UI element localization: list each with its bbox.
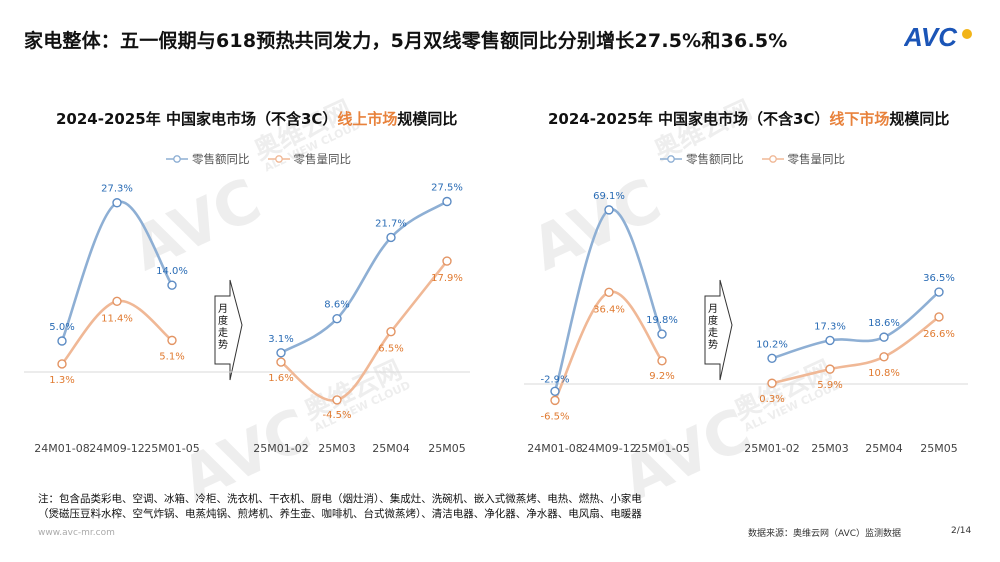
data-point-amount — [550, 386, 560, 397]
data-label-volume: -6.5% — [540, 411, 569, 422]
data-label-volume: 6.5% — [378, 344, 403, 355]
legend-item-amount: 零售额同比 — [166, 151, 250, 167]
legend-online: 零售额同比 零售量同比 — [166, 151, 351, 167]
x-tick-label: 24M09-12 — [581, 442, 636, 455]
data-label-volume: 9.2% — [649, 371, 674, 382]
chart-title-online: 2024-2025年 中国家电市场（不含3C）线上市场规模同比 — [56, 110, 458, 128]
data-label-amount: -2.9% — [540, 374, 569, 385]
data-point-volume — [657, 356, 667, 366]
data-label-volume: 1.3% — [49, 375, 74, 386]
data-label-amount: 3.1% — [268, 334, 293, 345]
data-point-volume — [604, 287, 614, 297]
data-point-volume — [767, 378, 777, 388]
series-line-volume — [60, 300, 174, 366]
trend-arrow-label: 月度走势 — [708, 303, 718, 351]
series-line-amount — [770, 290, 941, 360]
footnote: 注：包含品类彩电、空调、冰箱、冷柜、洗衣机、干衣机、厨电（烟灶消）、集成灶、洗碗… — [38, 492, 698, 522]
data-label-amount: 27.3% — [101, 184, 133, 195]
website-url: www.avc-mr.com — [38, 528, 115, 538]
legend-item-amount: 零售额同比 — [660, 151, 744, 167]
data-point-volume — [386, 327, 396, 337]
x-tick-label: 25M01-05 — [634, 442, 689, 455]
x-tick-label: 25M01-02 — [744, 442, 799, 455]
x-tick-label: 25M05 — [920, 442, 958, 455]
series-line-amount — [553, 208, 664, 393]
data-point-amount — [386, 232, 396, 243]
data-label-amount: 27.5% — [431, 183, 463, 194]
data-label-amount: 17.3% — [814, 321, 846, 332]
page-title: 家电整体：五一假期与618预热共同发力，5月双线零售额同比分别增长27.5%和3… — [24, 30, 788, 52]
x-tick-label: 25M04 — [372, 442, 410, 455]
data-point-volume — [550, 395, 560, 406]
data-source: 数据来源：奥维云网（AVC）监测数据 — [748, 529, 902, 539]
data-label-volume: -4.5% — [322, 410, 351, 421]
page-number: 2/14 — [951, 526, 972, 536]
data-label-volume: 36.4% — [593, 304, 625, 315]
data-label-volume: 1.6% — [268, 373, 293, 384]
legend-offline: 零售额同比 零售量同比 — [660, 151, 845, 167]
data-point-volume — [934, 312, 944, 322]
data-point-amount — [442, 196, 452, 207]
data-point-volume — [167, 335, 177, 346]
data-point-amount — [767, 353, 777, 363]
data-point-volume — [332, 395, 342, 405]
data-label-amount: 5.0% — [49, 322, 74, 333]
series-line-volume — [770, 315, 941, 385]
data-point-volume — [825, 364, 835, 374]
data-point-amount — [604, 205, 614, 215]
data-label-amount: 19.8% — [646, 315, 678, 326]
data-label-volume: 11.4% — [101, 313, 133, 324]
x-tick-label: 24M01-08 — [527, 442, 582, 455]
series-line-amount — [279, 200, 449, 355]
data-point-amount — [276, 348, 286, 358]
data-label-amount: 14.0% — [156, 266, 188, 277]
data-point-amount — [934, 287, 944, 297]
data-point-volume — [276, 357, 286, 367]
x-tick-label: 25M04 — [865, 442, 903, 455]
svg-text:AVC: AVC — [904, 24, 958, 50]
x-tick-label: 25M03 — [811, 442, 849, 455]
trend-arrow-online: 月度走势 — [214, 279, 243, 381]
data-label-amount: 69.1% — [593, 191, 625, 202]
data-label-volume: 17.9% — [431, 273, 463, 284]
series-line-volume — [279, 259, 449, 402]
chart-title-offline: 2024-2025年 中国家电市场（不含3C）线下市场规模同比 — [548, 110, 950, 128]
data-label-volume: 10.8% — [868, 368, 900, 379]
data-label-volume: 5.1% — [159, 351, 184, 362]
data-point-volume — [442, 256, 452, 266]
data-point-amount — [112, 198, 122, 208]
legend-item-volume: 零售量同比 — [761, 151, 845, 167]
data-label-amount: 21.7% — [375, 218, 407, 229]
x-tick-label: 25M01-05 — [144, 442, 199, 455]
data-point-amount — [825, 335, 835, 346]
data-point-amount — [57, 336, 67, 346]
footnote-line: 注：包含品类彩电、空调、冰箱、冷柜、洗衣机、干衣机、厨电（烟灶消）、集成灶、洗碗… — [38, 493, 642, 505]
legend-item-volume: 零售量同比 — [267, 151, 351, 167]
data-point-amount — [879, 332, 889, 342]
x-tick-label: 25M05 — [428, 442, 466, 455]
data-point-amount — [657, 329, 667, 339]
x-tick-label: 24M01-08 — [34, 442, 89, 455]
data-label-volume: 26.6% — [923, 329, 955, 340]
data-label-amount: 8.6% — [324, 300, 349, 311]
data-point-volume — [57, 359, 67, 369]
data-label-amount: 18.6% — [868, 318, 900, 329]
trend-arrow-offline: 月度走势 — [704, 279, 733, 381]
data-point-amount — [167, 280, 177, 290]
data-point-volume — [112, 296, 122, 307]
data-point-volume — [879, 352, 889, 362]
data-label-volume: 5.9% — [817, 380, 842, 391]
data-point-amount — [332, 313, 342, 324]
x-tick-label: 24M09-12 — [89, 442, 144, 455]
data-label-amount: 10.2% — [756, 339, 788, 350]
footnote-line: （煲磁压豆料水榨、空气炸锅、电蒸炖锅、煎烤机、养生壶、咖啡机、台式微蒸烤）、清洁… — [38, 508, 642, 520]
avc-logo: AVC — [904, 24, 972, 50]
x-tick-label: 25M03 — [318, 442, 356, 455]
x-tick-label: 25M01-02 — [253, 442, 308, 455]
trend-arrow-label: 月度走势 — [218, 303, 228, 351]
data-label-volume: 0.3% — [759, 394, 784, 405]
data-label-amount: 36.5% — [923, 273, 955, 284]
